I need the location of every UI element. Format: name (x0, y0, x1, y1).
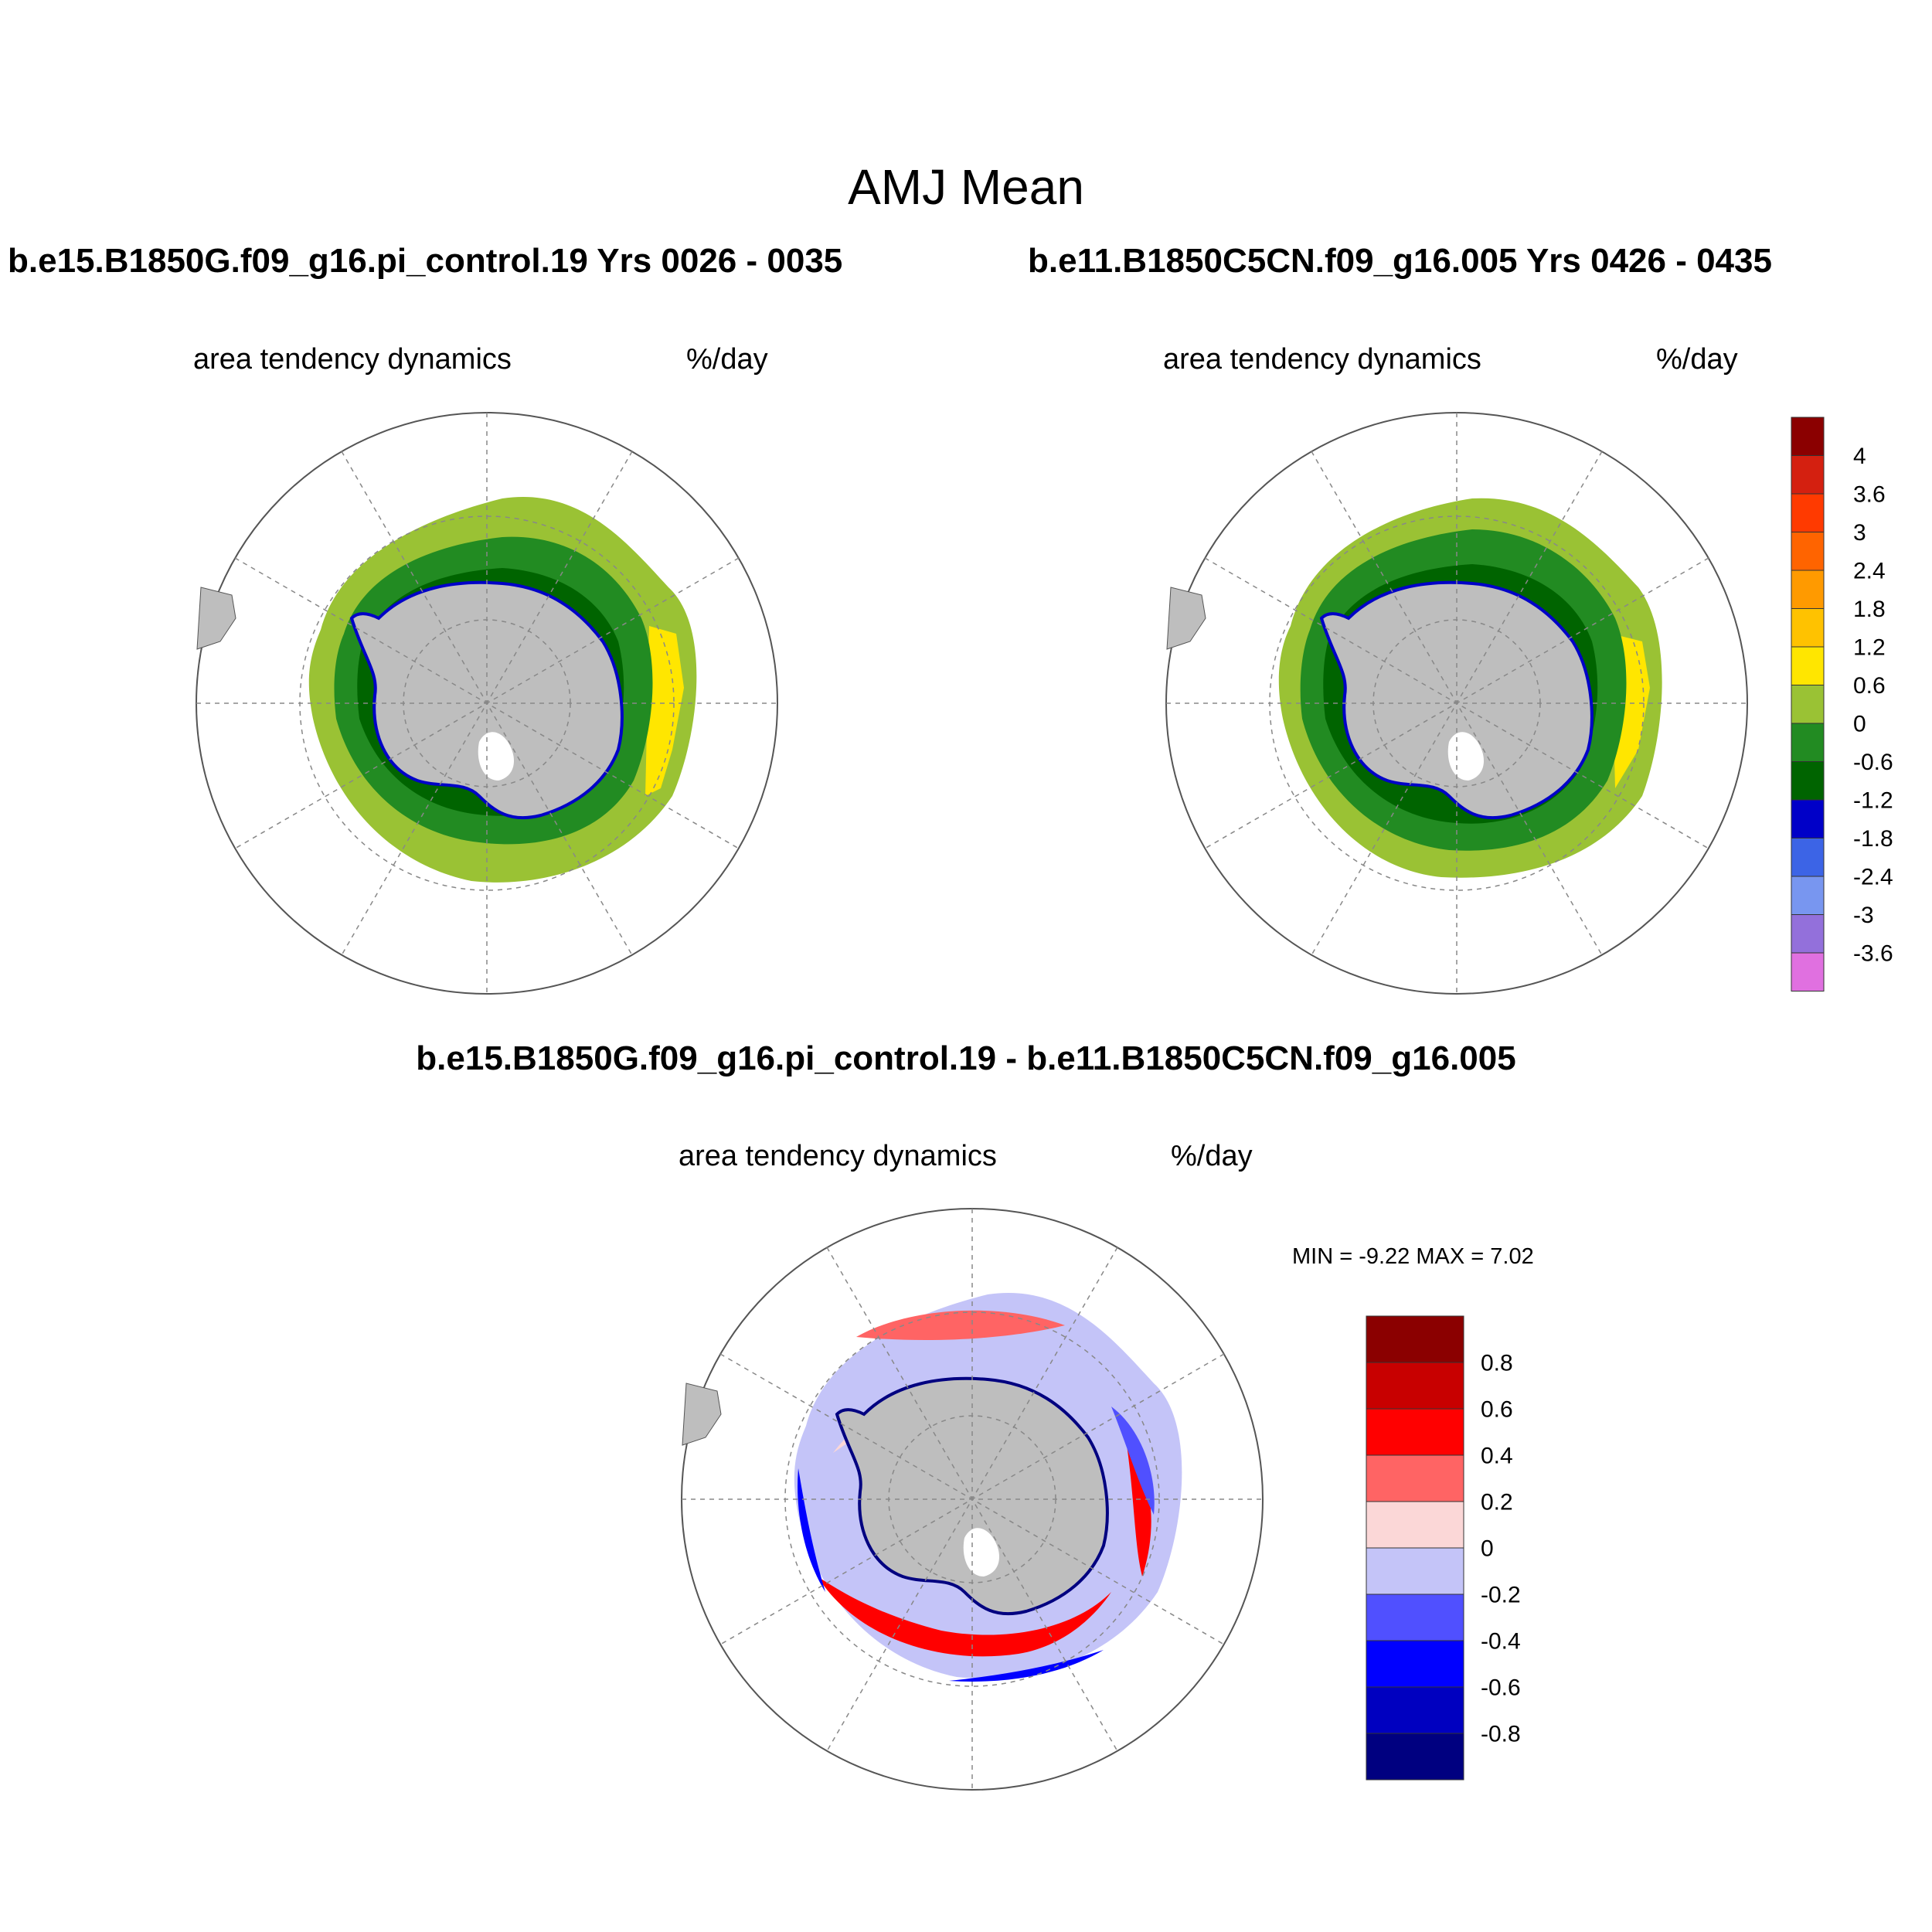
difference-title: b.e15.B1850G.f09_g16.pi_control.19 - b.e… (416, 1039, 1516, 1077)
figure-title: AMJ Mean (848, 159, 1084, 215)
panel-2-variable: area tendency dynamics (1163, 343, 1481, 376)
colorbar-main-tick-label: -3 (1853, 903, 1874, 928)
colorbar-diff-tick-label: 0.4 (1481, 1444, 1513, 1469)
difference-minmax: MIN = -9.22 MAX = 7.02 (1292, 1244, 1534, 1269)
south-america-tip-diff (682, 1383, 722, 1446)
antarctica-land-diff (835, 1376, 1109, 1616)
graticule-2 (1166, 413, 1747, 994)
colorbar-main-swatch (1791, 838, 1825, 877)
colorbar-diff-tick-label: 0 (1481, 1536, 1494, 1562)
colorbar-diff-swatch (1366, 1315, 1464, 1363)
colorbar-main-tick-label: 0 (1853, 712, 1866, 737)
map-difference (681, 1208, 1264, 1791)
colorbar-main-swatch (1791, 417, 1825, 456)
colorbar-diff-tick-label: -0.2 (1481, 1583, 1521, 1608)
colorbar-main-tick-label: 1.2 (1853, 635, 1886, 661)
colorbar-main-tick-label: 0.6 (1853, 673, 1886, 699)
colorbar-main-swatch (1791, 799, 1825, 838)
colorbar-main-swatch (1791, 876, 1825, 915)
colorbar-diff-swatch (1366, 1501, 1464, 1549)
map-panel-2 (1165, 412, 1748, 995)
graticule-diff (682, 1209, 1263, 1790)
yellow-band-1 (645, 626, 684, 796)
colorbar-main-swatch (1791, 914, 1825, 954)
colorbar-diff-swatch (1366, 1362, 1464, 1410)
difference-variable: area tendency dynamics (679, 1140, 997, 1172)
colorbar-diff-swatch (1366, 1547, 1464, 1595)
colorbar-main-swatch (1791, 455, 1825, 495)
colorbar-main: 4 3.6 3 2.4 1.8 1.2 0.6 0 -0.6 -1.2 -1.8 -2.4 -3 -3.6 (1791, 417, 1893, 992)
colorbar-main-tick-label: 4 (1853, 444, 1866, 469)
graticule-1 (196, 413, 777, 994)
colorbar-diff-tick-label: 0.2 (1481, 1490, 1513, 1515)
colorbar-diff-swatch (1366, 1408, 1464, 1456)
map-panel-1 (196, 412, 778, 995)
colorbar-main-tick-label: 1.8 (1853, 597, 1886, 622)
colorbar-diff-swatch (1366, 1454, 1464, 1502)
colorbar-diff-tick-label: 0.6 (1481, 1397, 1513, 1423)
colorbar-main-swatch (1791, 723, 1825, 762)
colorbar-main-tick-label: 3 (1853, 520, 1866, 546)
colorbar-main-swatch (1791, 761, 1825, 801)
antarctica-land-1 (349, 580, 624, 820)
panel-1-units: %/day (686, 343, 768, 376)
colorbar-diff-swatch (1366, 1733, 1464, 1781)
colorbar-main-tick-label: -1.2 (1853, 788, 1893, 814)
difference-units: %/day (1171, 1140, 1253, 1172)
colorbar-main-swatch (1791, 952, 1825, 992)
panel-2-units: %/day (1656, 343, 1738, 376)
colorbar-main-swatch (1791, 646, 1825, 685)
colorbar-diff-swatch (1366, 1686, 1464, 1734)
colorbar-main-tick-label: -2.4 (1853, 865, 1893, 890)
south-america-tip-2 (1166, 587, 1206, 650)
colorbar-main-tick-label: -0.6 (1853, 750, 1893, 775)
colorbar-main-swatch (1791, 685, 1825, 724)
colorbar-main-swatch (1791, 608, 1825, 648)
colorbar-main-swatch (1791, 493, 1825, 532)
colorbar-diff-swatch (1366, 1594, 1464, 1641)
panel-2-case-title: b.e11.B1850C5CN.f09_g16.005 Yrs 0426 - 0… (1028, 242, 1772, 280)
colorbar-diff-tick-label: -0.4 (1481, 1629, 1521, 1655)
south-america-tip-1 (196, 587, 236, 650)
colorbar-difference: 0.8 0.6 0.4 0.2 0 -0.2 -0.4 -0.6 -0.8 (1366, 1315, 1521, 1781)
colorbar-main-tick-label: -1.8 (1853, 826, 1893, 852)
colorbar-diff-tick-label: 0.8 (1481, 1351, 1513, 1376)
colorbar-diff-swatch (1366, 1640, 1464, 1688)
colorbar-main-swatch (1791, 570, 1825, 609)
colorbar-main-tick-label: 2.4 (1853, 559, 1886, 584)
colorbar-main-tick-label: 3.6 (1853, 482, 1886, 508)
colorbar-diff-tick-label: -0.6 (1481, 1675, 1521, 1701)
colorbar-main-tick-label: -3.6 (1853, 941, 1893, 967)
panel-1-variable: area tendency dynamics (193, 343, 512, 376)
colorbar-main-swatch (1791, 532, 1825, 571)
panel-1-case-title: b.e15.B1850G.f09_g16.pi_control.19 Yrs 0… (8, 242, 843, 280)
colorbar-diff-tick-label: -0.8 (1481, 1722, 1521, 1747)
